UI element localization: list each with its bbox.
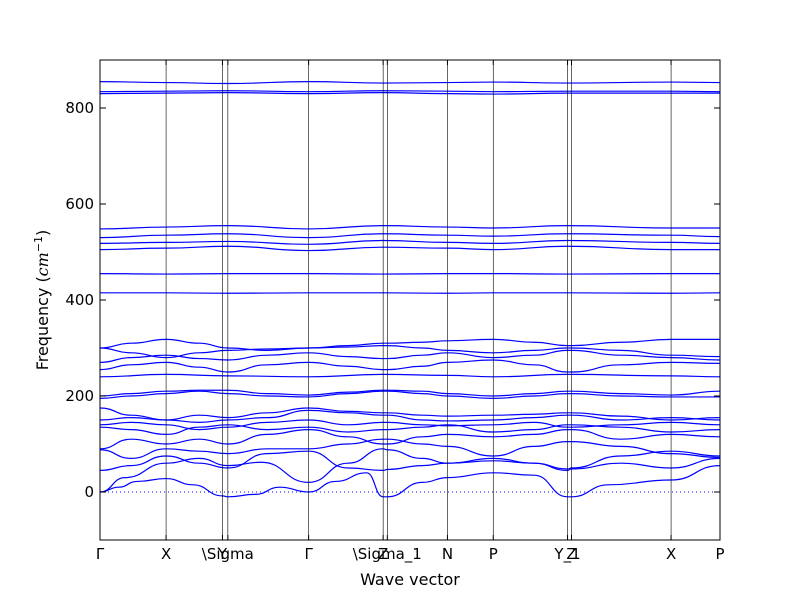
y-axis-label-unit: cm bbox=[33, 252, 52, 276]
plot-frame bbox=[99, 59, 721, 541]
band-line-24 bbox=[99, 90, 721, 93]
band-line-5 bbox=[99, 428, 721, 450]
x-tick-label: Γ bbox=[96, 545, 105, 563]
band-line-10 bbox=[99, 390, 720, 400]
high-symmetry-lines bbox=[165, 60, 672, 540]
x-tick-label: Z bbox=[378, 545, 388, 563]
band-line-20 bbox=[99, 239, 721, 245]
y-axis-label: Frequency (cm−1) bbox=[32, 230, 53, 371]
band-line-3 bbox=[99, 450, 721, 472]
y-tick-label: 200 bbox=[65, 387, 94, 405]
band-line-21 bbox=[99, 233, 721, 239]
x-axis-ticks: Γ X Y\Sigma Γ Z\Sigma_1 N P Y_1Z X P bbox=[96, 60, 725, 564]
band-line-19 bbox=[99, 245, 720, 252]
band-line-22 bbox=[99, 224, 720, 230]
x-axis-label: Wave vector bbox=[360, 570, 460, 589]
x-tick-label: \Sigma_1 bbox=[353, 545, 422, 564]
band-line-13 bbox=[99, 359, 721, 373]
x-tick-label: Y bbox=[217, 545, 228, 563]
band-line-16 bbox=[99, 338, 720, 352]
x-tick-label: Γ bbox=[304, 545, 313, 563]
y-tick-label: 800 bbox=[65, 99, 94, 117]
y-tick-label: 0 bbox=[84, 483, 94, 501]
y-axis-label-text: Frequency ( bbox=[33, 276, 52, 370]
band-line-1 bbox=[99, 465, 721, 498]
x-tick-label: Z bbox=[566, 545, 576, 563]
band-line-23 bbox=[99, 92, 720, 95]
y-tick-label: 600 bbox=[65, 195, 94, 213]
y-tick-label: 400 bbox=[65, 291, 94, 309]
band-line-12 bbox=[99, 373, 721, 378]
x-tick-label: X bbox=[666, 545, 676, 563]
band-line-25 bbox=[99, 80, 721, 85]
x-tick-label: Y_1 bbox=[553, 545, 580, 564]
x-tick-label: P bbox=[489, 545, 498, 563]
x-tick-label: \Sigma bbox=[202, 545, 254, 563]
x-tick-label: X bbox=[161, 545, 171, 563]
x-tick-label: P bbox=[715, 545, 724, 563]
y-axis-label-exp: −1 bbox=[32, 236, 45, 252]
x-tick-label: N bbox=[442, 545, 453, 563]
band-lines bbox=[99, 80, 721, 498]
y-axis-label-close: ) bbox=[33, 230, 52, 236]
band-line-14 bbox=[99, 349, 721, 363]
y-axis-ticks: 0 200 400 600 800 bbox=[65, 99, 720, 501]
